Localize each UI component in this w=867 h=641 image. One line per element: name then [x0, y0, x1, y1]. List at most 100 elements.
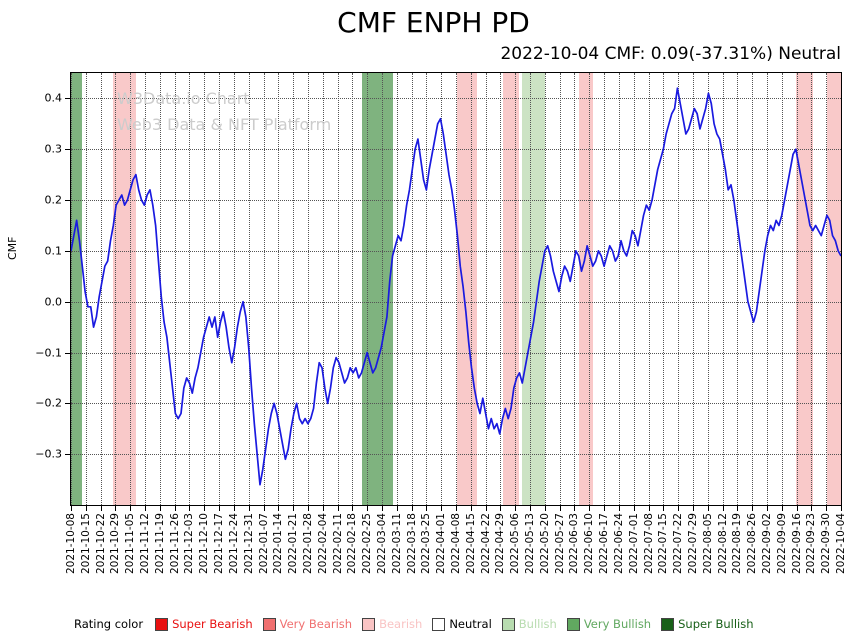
legend-item-label: Super Bearish — [172, 617, 253, 631]
x-tick-mark — [456, 506, 457, 511]
gridline-vertical — [71, 73, 72, 505]
gridline-vertical — [663, 73, 665, 505]
gridline-vertical — [781, 73, 783, 505]
x-tick-label: 2022-07-15 — [657, 513, 670, 575]
x-tick-mark — [515, 506, 517, 511]
x-tick-label: 2022-09-23 — [805, 513, 818, 575]
legend-item[interactable]: Very Bearish — [262, 617, 352, 631]
x-tick-mark — [219, 506, 221, 511]
legend-item-label: Very Bullish — [583, 617, 652, 631]
x-tick-label: 2022-03-25 — [420, 513, 433, 575]
x-tick-label: 2022-03-18 — [405, 513, 418, 575]
y-tick-label: −0.2 — [35, 396, 62, 410]
x-tick-label: 2022-04-08 — [450, 513, 462, 575]
x-tick-mark — [766, 506, 768, 511]
x-tick-label: 2022-07-01 — [627, 513, 640, 575]
legend-swatch — [362, 617, 376, 631]
legend-item[interactable]: Neutral — [432, 617, 492, 631]
x-tick-label: 2022-05-27 — [553, 513, 566, 575]
x-tick-label: 2022-08-26 — [746, 513, 759, 575]
x-tick-mark — [411, 506, 413, 511]
y-tick-mark — [65, 98, 71, 100]
x-tick-label: 2022-05-06 — [509, 513, 522, 575]
rating-band — [522, 73, 545, 505]
gridline-vertical — [707, 73, 709, 505]
y-axis-tick-labels: −0.3 −0.2 −0.1 0.0 0.1 0.2 0.3 0.4 — [0, 72, 68, 506]
x-tick-label: 2022-10-04 — [835, 513, 847, 575]
horizontal-gridlines — [71, 73, 841, 505]
y-tick-label: 0.4 — [44, 91, 63, 105]
gridline-vertical — [737, 73, 739, 505]
gridline-vertical — [766, 73, 768, 505]
gridline-horizontal — [71, 250, 841, 252]
x-axis-tick-marks — [70, 506, 842, 512]
x-tick-label: 2022-08-19 — [731, 513, 744, 575]
gridline-vertical — [278, 73, 280, 505]
legend-swatch — [661, 617, 675, 631]
gridline-vertical — [470, 73, 472, 505]
page-title: CMF ENPH PD — [337, 6, 530, 39]
legend-item[interactable]: Very Bullish — [566, 617, 652, 631]
x-tick-mark — [85, 506, 87, 511]
gridline-vertical — [589, 73, 591, 505]
cmf-line-path — [71, 87, 841, 486]
y-tick-mark — [65, 352, 71, 354]
y-tick-mark — [65, 403, 71, 405]
gridline-horizontal — [71, 454, 841, 456]
x-tick-label: 2022-02-04 — [316, 513, 329, 575]
x-tick-mark — [604, 506, 606, 511]
y-tick-label: 0.1 — [44, 244, 63, 258]
legend-item[interactable]: Bullish — [501, 617, 557, 631]
gridline-vertical — [322, 73, 324, 505]
x-tick-mark — [145, 506, 147, 511]
legend-item-label: Bullish — [518, 617, 557, 631]
gridline-vertical — [604, 73, 606, 505]
legend-item[interactable]: Super Bullish — [661, 617, 754, 631]
x-tick-mark — [663, 506, 665, 511]
x-tick-label: 2022-02-25 — [361, 513, 374, 575]
gridline-vertical — [115, 73, 117, 505]
x-tick-label: 2022-01-14 — [272, 513, 285, 575]
gridline-vertical — [293, 73, 295, 505]
y-axis-tick-marks — [63, 72, 71, 506]
x-tick-mark — [692, 506, 694, 511]
x-tick-mark — [796, 506, 798, 511]
legend-title: Rating color — [74, 617, 144, 631]
y-tick-mark — [65, 149, 71, 151]
gridline-vertical — [85, 73, 87, 505]
x-tick-label: 2022-07-08 — [642, 513, 655, 575]
x-tick-mark — [574, 506, 576, 511]
legend-item[interactable]: Super Bearish — [155, 617, 253, 631]
y-tick-mark — [65, 301, 71, 303]
y-tick-label: 0.2 — [44, 193, 63, 207]
x-tick-label: 2022-03-04 — [375, 513, 388, 575]
x-tick-label: 2022-07-29 — [686, 513, 699, 575]
x-tick-label: 2021-10-15 — [79, 513, 92, 575]
x-tick-mark — [248, 506, 250, 511]
gridline-vertical — [381, 73, 383, 505]
x-tick-mark — [841, 506, 842, 511]
legend: Rating color Super Bearish Very Bearish Be… — [74, 617, 864, 631]
legend-item[interactable]: Bearish — [362, 617, 422, 631]
x-tick-mark — [544, 506, 546, 511]
x-tick-label: 2021-12-10 — [198, 513, 211, 575]
x-tick-label: 2021-12-24 — [227, 513, 240, 575]
gridline-vertical — [841, 73, 842, 505]
x-axis-tick-labels: 2021-10-08 2021-10-15 2021-10-22 2021-10-29… — [65, 507, 847, 627]
x-tick-mark — [381, 506, 383, 511]
gridline-vertical — [263, 73, 265, 505]
gridline-horizontal — [71, 98, 841, 100]
x-tick-mark — [530, 506, 532, 511]
x-tick-mark — [263, 506, 265, 511]
x-tick-mark — [293, 506, 295, 511]
gridline-horizontal — [71, 301, 841, 303]
y-tick-mark — [65, 250, 71, 252]
watermark-line-1: W3Data.io Chart — [117, 89, 250, 108]
legend-swatch — [566, 617, 580, 631]
x-tick-mark — [485, 506, 487, 511]
x-tick-label: 2021-10-22 — [94, 513, 107, 575]
x-tick-mark — [233, 506, 235, 511]
x-tick-mark — [159, 506, 161, 511]
y-tick-mark — [65, 454, 71, 456]
x-tick-label: 2022-02-18 — [346, 513, 359, 575]
